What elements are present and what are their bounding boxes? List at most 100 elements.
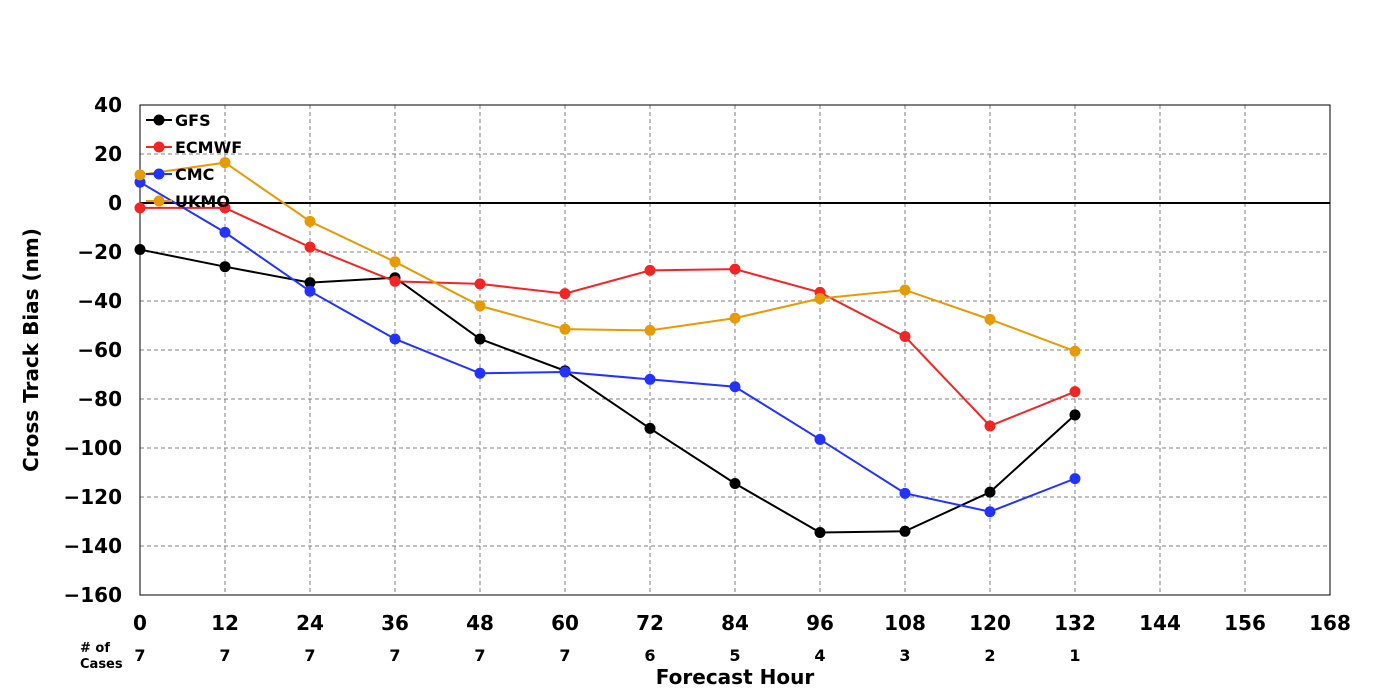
series-line	[139, 181, 1076, 513]
data-point	[899, 284, 911, 296]
data-point	[814, 527, 826, 539]
plot-frame	[139, 104, 1331, 596]
x-tick-label: 24	[296, 611, 324, 635]
legend-marker	[153, 114, 165, 126]
cases-count: 6	[644, 646, 655, 665]
legend-entry-ecmwf: ECMWF	[146, 138, 242, 157]
data-point	[729, 478, 741, 490]
data-point	[644, 422, 656, 434]
data-point	[984, 420, 996, 432]
data-point	[644, 324, 656, 336]
cases-header-line-1: # of	[80, 641, 110, 656]
series-ecmwf	[134, 202, 1081, 432]
y-tick-label: −140	[63, 534, 122, 558]
data-point	[559, 366, 571, 378]
x-axis-title: Forecast Hour	[656, 665, 815, 689]
data-point	[304, 285, 316, 297]
data-point	[474, 333, 486, 345]
y-tick-label: −100	[63, 436, 122, 460]
cases-count: 7	[219, 646, 230, 665]
data-point	[304, 241, 316, 253]
cases-count: 7	[134, 646, 145, 665]
data-point	[219, 226, 231, 238]
cases-count: 2	[984, 646, 995, 665]
data-point	[644, 264, 656, 276]
cases-count: 7	[559, 646, 570, 665]
data-point	[134, 202, 146, 214]
x-tick-label: 12	[211, 611, 239, 635]
y-tick-label: −80	[77, 387, 122, 411]
x-tick-labels: 0 12 24 36 48 60 72 84 96 108 120 132 144 156 168	[133, 611, 1351, 635]
data-point	[1069, 473, 1081, 485]
y-axis-title: Cross Track Bias (nm)	[19, 228, 43, 472]
data-point	[474, 367, 486, 379]
series-line	[139, 161, 1076, 353]
data-point	[304, 277, 316, 289]
data-point	[559, 288, 571, 300]
data-point	[899, 487, 911, 499]
series-line	[140, 206, 1076, 428]
x-tick-label: 108	[884, 611, 926, 635]
data-point	[219, 202, 231, 214]
legend-entry-ukmo: UKMO	[146, 192, 230, 211]
legend-marker	[153, 168, 165, 180]
x-tick-label: 96	[806, 611, 834, 635]
data-point	[134, 244, 146, 256]
data-point	[984, 313, 996, 325]
x-tick-label: 0	[133, 611, 147, 635]
cases-count: 5	[729, 646, 740, 665]
x-tick-label: 72	[636, 611, 664, 635]
data-point	[559, 323, 571, 335]
cases-count: 1	[1069, 646, 1080, 665]
data-point	[814, 293, 826, 305]
legend: GFS ECMWF CMC UKMO	[146, 111, 242, 211]
x-tick-label: 120	[969, 611, 1011, 635]
x-tick-label: 144	[1139, 611, 1181, 635]
data-point	[729, 312, 741, 324]
data-point	[1069, 409, 1081, 421]
data-point	[219, 157, 231, 169]
legend-entry-gfs: GFS	[146, 111, 211, 130]
cases-count: 7	[389, 646, 400, 665]
series-layer	[134, 157, 1081, 539]
series-ukmo	[134, 157, 1081, 357]
x-tick-label: 48	[466, 611, 494, 635]
cases-header-line-2: Cases	[80, 657, 123, 672]
y-tick-label: −60	[77, 338, 122, 362]
legend-label: ECMWF	[175, 138, 242, 157]
data-point	[814, 433, 826, 445]
cases-count: 3	[899, 646, 910, 665]
data-point	[644, 373, 656, 385]
legend-label: GFS	[175, 111, 211, 130]
series-cmc	[134, 176, 1081, 518]
series-line	[139, 248, 1076, 534]
y-tick-label: −160	[63, 583, 122, 607]
data-point	[899, 331, 911, 343]
cases-count: 4	[814, 646, 825, 665]
data-point	[984, 506, 996, 518]
x-tick-label: 60	[551, 611, 579, 635]
data-point	[729, 263, 741, 275]
data-point	[984, 486, 996, 498]
data-point	[134, 169, 146, 181]
x-tick-label: 36	[381, 611, 409, 635]
y-tick-label: 40	[94, 93, 122, 117]
data-point	[899, 525, 911, 537]
x-tick-label: 132	[1054, 611, 1096, 635]
legend-entry-cmc: CMC	[146, 165, 214, 184]
data-point	[219, 261, 231, 273]
data-point	[389, 275, 401, 287]
cases-count: 7	[474, 646, 485, 665]
x-tick-label: 84	[721, 611, 749, 635]
data-point	[729, 381, 741, 393]
cases-count: 7	[304, 646, 315, 665]
y-tick-label: 20	[94, 142, 122, 166]
y-tick-label: −20	[77, 240, 122, 264]
data-point	[389, 333, 401, 345]
data-point	[474, 278, 486, 290]
y-tick-label: −40	[77, 289, 122, 313]
legend-marker	[153, 195, 165, 207]
data-point	[1069, 345, 1081, 357]
data-point	[389, 256, 401, 268]
